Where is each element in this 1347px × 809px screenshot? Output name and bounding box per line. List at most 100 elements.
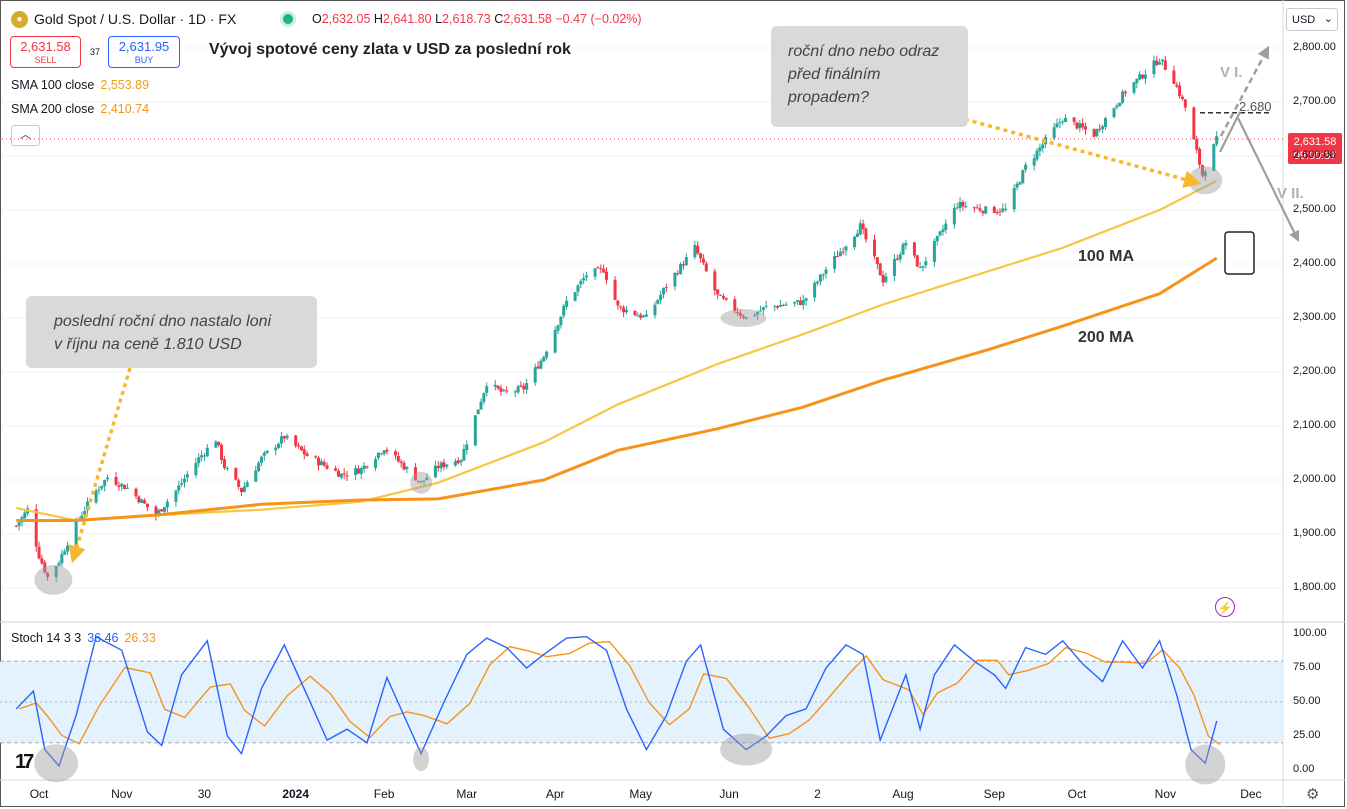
candle-body bbox=[639, 314, 643, 318]
note-left-line: poslední roční dno nastalo loni bbox=[54, 313, 272, 330]
time-axis-label: Jun bbox=[719, 787, 739, 801]
stoch-axis-label: 50.00 bbox=[1293, 695, 1321, 707]
candle-body bbox=[1001, 208, 1005, 212]
level-label: 2.680 bbox=[1239, 99, 1272, 114]
candle-body bbox=[359, 468, 363, 474]
candle-body bbox=[465, 444, 469, 451]
candle-body bbox=[604, 271, 608, 280]
ohlc-close-key: C bbox=[494, 12, 504, 26]
candle-body bbox=[642, 315, 646, 318]
candle-body bbox=[185, 474, 189, 478]
candle-body bbox=[242, 486, 246, 492]
collapse-legend-button[interactable]: ︿ bbox=[11, 125, 40, 146]
candle-body bbox=[813, 282, 817, 298]
price-axis-label: 2,000.00 bbox=[1293, 473, 1336, 485]
candle-body bbox=[1052, 127, 1056, 139]
candle-body bbox=[975, 207, 979, 209]
tradingview-logo[interactable]: 17 bbox=[15, 751, 34, 773]
candle-body bbox=[1200, 165, 1204, 176]
candle-body bbox=[921, 265, 925, 268]
candle-body bbox=[525, 383, 529, 390]
candle-body bbox=[274, 447, 278, 451]
candle-body bbox=[257, 462, 261, 471]
time-axis-label: 2 bbox=[814, 787, 821, 801]
candle-body bbox=[565, 300, 569, 307]
time-axis-label: Feb bbox=[373, 787, 395, 801]
candle-body bbox=[599, 268, 603, 270]
highlight-ellipse bbox=[34, 564, 73, 595]
candle-body bbox=[245, 482, 249, 488]
stoch-highlight-ellipse bbox=[34, 744, 79, 783]
candle-body bbox=[222, 459, 226, 468]
price-axis-label: 2,200.00 bbox=[1293, 365, 1336, 377]
candle-body bbox=[117, 485, 121, 488]
time-axis-label: Oct bbox=[29, 787, 49, 801]
candle-body bbox=[721, 295, 725, 299]
sma200-value: 2,410.74 bbox=[100, 102, 150, 116]
candle-body bbox=[878, 263, 882, 276]
symbol-title[interactable]: Gold Spot / U.S. Dollar · 1D · FX bbox=[34, 11, 237, 27]
scenario-2-arrow bbox=[1237, 117, 1300, 242]
ohlc-open-key: O bbox=[312, 12, 322, 26]
candle-body bbox=[513, 391, 517, 393]
candle-body bbox=[895, 258, 899, 260]
candle-body bbox=[365, 466, 369, 468]
sma100-legend[interactable]: SMA 100 close 2,553.89 bbox=[11, 78, 149, 92]
candle-body bbox=[163, 507, 167, 512]
candle-body bbox=[277, 443, 281, 448]
highlight-ellipse bbox=[410, 471, 433, 494]
candle-body bbox=[419, 480, 423, 482]
lightning-icon[interactable]: ⚡ bbox=[1215, 597, 1235, 617]
time-axis-label: Mar bbox=[456, 787, 478, 801]
sma100-line bbox=[16, 179, 1218, 522]
candle-body bbox=[63, 551, 67, 555]
candle-body bbox=[240, 487, 244, 493]
stoch-legend[interactable]: Stoch 14 3 3 36.46 26.33 bbox=[11, 631, 156, 645]
sma200-legend[interactable]: SMA 200 close 2,410.74 bbox=[11, 102, 149, 116]
ohlc-change: −0.47 (−0.02%) bbox=[555, 12, 642, 26]
currency-select[interactable]: USD ⌄ bbox=[1286, 8, 1338, 31]
buy-button[interactable]: 2,631.95 BUY bbox=[108, 36, 180, 68]
candle-body bbox=[815, 281, 819, 284]
candle-body bbox=[1143, 74, 1147, 79]
candle-body bbox=[644, 314, 648, 317]
candle-body bbox=[1035, 150, 1039, 160]
candle-body bbox=[784, 304, 788, 306]
candle-body bbox=[379, 453, 383, 455]
candle-body bbox=[898, 254, 902, 260]
price-axis-label: 2,700.00 bbox=[1293, 95, 1336, 107]
candle-body bbox=[1081, 123, 1085, 128]
candle-body bbox=[781, 304, 785, 306]
candle-body bbox=[1212, 144, 1216, 171]
candle-body bbox=[858, 223, 862, 235]
candle-body bbox=[220, 444, 224, 460]
candle-body bbox=[399, 461, 403, 463]
time-axis-label: Aug bbox=[892, 787, 914, 801]
candle-body bbox=[254, 470, 258, 482]
time-axis-label: Nov bbox=[1154, 787, 1177, 801]
candle-body bbox=[733, 299, 737, 311]
candle-body bbox=[114, 476, 118, 485]
candle-body bbox=[958, 202, 962, 209]
candle-body bbox=[696, 245, 700, 254]
candle-body bbox=[736, 311, 740, 314]
candle-body bbox=[838, 251, 842, 257]
candle-body bbox=[237, 480, 241, 487]
candle-body bbox=[1178, 85, 1182, 97]
sell-price: 2,631.58 bbox=[20, 39, 71, 54]
candle-body bbox=[259, 456, 263, 463]
candle-body bbox=[433, 465, 437, 478]
highlight-ellipse bbox=[1188, 166, 1223, 195]
candle-body bbox=[818, 274, 822, 282]
candle-body bbox=[17, 522, 21, 526]
sell-label: SELL bbox=[34, 55, 57, 65]
candle-body bbox=[83, 511, 87, 516]
candle-body bbox=[724, 297, 728, 300]
candle-body bbox=[684, 257, 688, 266]
candle-body bbox=[279, 436, 283, 444]
gear-icon[interactable]: ⚙ bbox=[1306, 786, 1320, 803]
sell-button[interactable]: 2,631.58 SELL bbox=[10, 36, 81, 68]
stoch-k-line bbox=[15, 635, 1218, 768]
candle-body bbox=[317, 457, 320, 466]
